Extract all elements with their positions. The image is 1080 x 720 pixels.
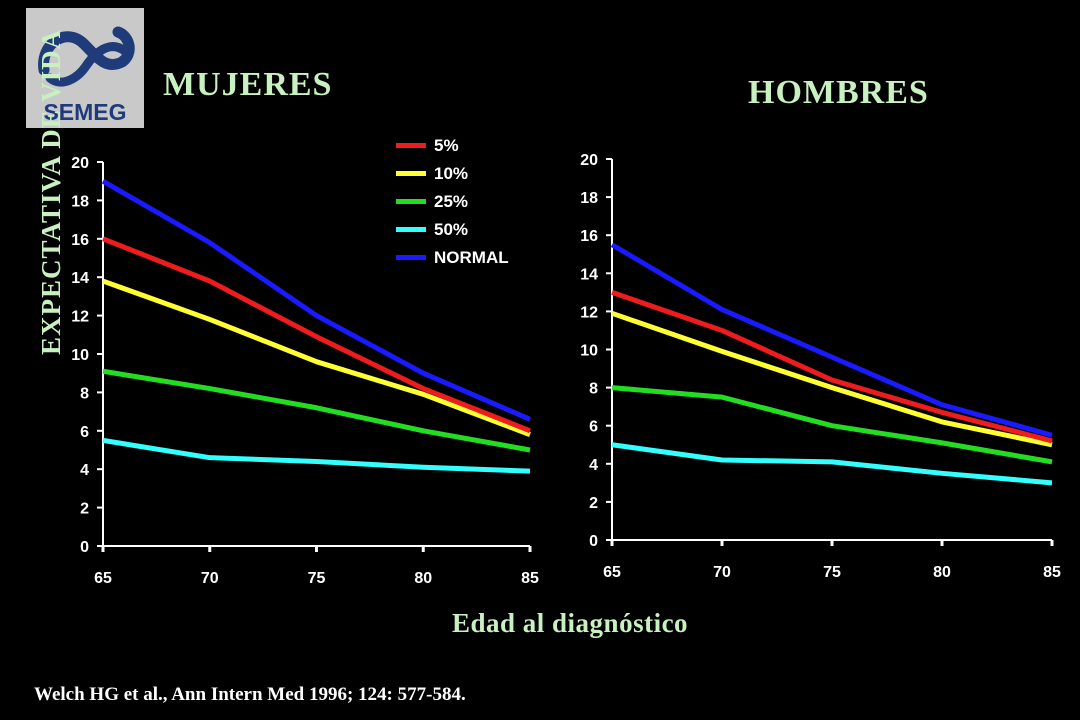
x-tick-label-hombres: 70 [713, 564, 731, 581]
x-axis-label: Edad al diagnóstico [452, 608, 689, 638]
y-tick-label-hombres: 14 [580, 266, 598, 283]
legend-label-25: 25% [434, 192, 469, 211]
y-tick-label-mujeres: 16 [71, 232, 89, 249]
x-tick-label-mujeres: 85 [521, 570, 539, 587]
series-line-25-mujeres [102, 368, 531, 453]
series-line-5-hombres [611, 289, 1053, 444]
semeg-logo-icon [38, 26, 135, 87]
legend-label-5: 5% [434, 136, 459, 155]
series-line-10-hombres [611, 310, 1053, 448]
legend-label-normal: NORMAL [434, 248, 509, 267]
y-tick-label-mujeres: 6 [80, 424, 89, 441]
x-tick-label-mujeres: 80 [414, 570, 432, 587]
y-tick-label-hombres: 18 [580, 190, 598, 207]
chart-title-hombres: HOMBRES [748, 74, 929, 111]
x-tick-label-hombres: 65 [603, 564, 621, 581]
y-tick-label-hombres: 16 [580, 228, 598, 245]
y-tick-label-mujeres: 18 [71, 193, 89, 210]
y-tick-label-hombres: 0 [589, 533, 598, 550]
x-tick-label-mujeres: 70 [201, 570, 219, 587]
y-tick-label-mujeres: 0 [80, 539, 89, 556]
series-line-25-hombres [611, 385, 1053, 465]
chart-title-mujeres: MUJERES [163, 66, 333, 103]
legend-label-50: 50% [434, 220, 469, 239]
legend-swatch-5 [396, 143, 426, 148]
x-tick-label-mujeres: 75 [308, 570, 326, 587]
series-line-normal-hombres [610, 242, 1053, 438]
y-tick-label-mujeres: 10 [71, 347, 89, 364]
legend-label-10: 10% [434, 164, 469, 183]
x-tick-label-hombres: 85 [1043, 564, 1061, 581]
y-tick-label-hombres: 8 [589, 381, 598, 398]
y-tick-label-mujeres: 14 [71, 270, 89, 287]
y-tick-label-hombres: 2 [589, 495, 598, 512]
series-line-50-mujeres [102, 437, 531, 474]
series-line-5-mujeres [102, 236, 531, 434]
logo-text: SEMEG [43, 99, 127, 125]
x-tick-label-hombres: 80 [933, 564, 951, 581]
y-tick-label-mujeres: 8 [80, 385, 89, 402]
x-tick-label-mujeres: 65 [94, 570, 112, 587]
series-line-50-hombres [611, 442, 1053, 486]
y-tick-label-hombres: 12 [580, 304, 598, 321]
citation: Welch HG et al., Ann Intern Med 1996; 12… [34, 684, 466, 705]
semeg-logo: SEMEG [26, 8, 144, 128]
x-tick-label-hombres: 75 [823, 564, 841, 581]
legend-swatch-normal [396, 255, 426, 260]
y-tick-label-hombres: 10 [580, 343, 598, 360]
legend-swatch-10 [396, 171, 426, 176]
y-tick-label-hombres: 6 [589, 419, 598, 436]
legend-swatch-50 [396, 227, 426, 232]
series-line-normal-mujeres [101, 179, 531, 422]
y-tick-label-hombres: 20 [580, 152, 598, 169]
legend-swatch-25 [396, 199, 426, 204]
y-tick-label-hombres: 4 [589, 457, 598, 474]
y-tick-label-mujeres: 4 [80, 462, 89, 479]
series-line-10-mujeres [102, 278, 531, 437]
y-tick-label-mujeres: 20 [71, 155, 89, 172]
y-tick-label-mujeres: 2 [80, 501, 89, 518]
y-tick-label-mujeres: 12 [71, 309, 89, 326]
